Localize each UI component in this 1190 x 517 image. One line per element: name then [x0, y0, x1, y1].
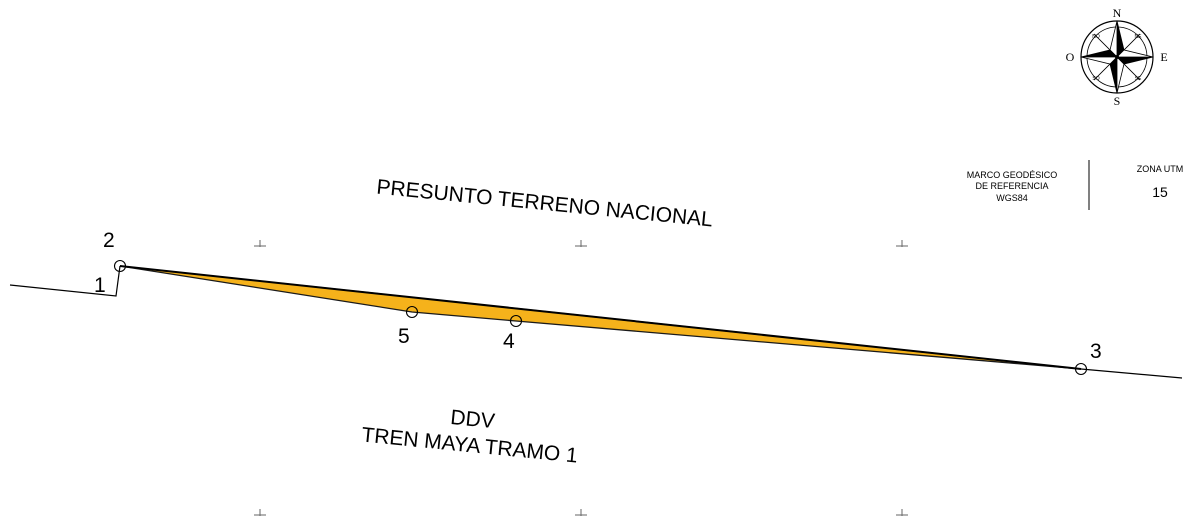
- vertex-label-5: 5: [398, 325, 410, 348]
- vertex-marker-4: [509, 314, 523, 328]
- compass-south: S: [1114, 94, 1121, 108]
- vertex-label-3: 3: [1090, 340, 1102, 363]
- grid-tick: [896, 240, 908, 247]
- grid-tick: [575, 509, 587, 516]
- compass-east: E: [1160, 50, 1167, 64]
- compass-northwest: NO: [1092, 34, 1100, 40]
- vertex-label-2: 2: [103, 229, 115, 252]
- left-boundary-line: [9, 265, 121, 297]
- vertex-markers: [113, 259, 1088, 376]
- compass-cardinal-points: [1080, 20, 1154, 94]
- reference-frame-line1: MARCO GEODÉSICO: [967, 170, 1058, 180]
- grid-tick: [254, 509, 266, 516]
- compass-rose: N S E O NE NO SE SO: [1066, 6, 1168, 108]
- vertex-marker-2: [113, 259, 127, 273]
- north-area-label: PRESUNTO TERRENO NACIONAL: [376, 176, 714, 232]
- grid-tick: [896, 509, 908, 516]
- vertex-marker-3: [1074, 362, 1088, 376]
- compass-southeast: SE: [1135, 76, 1142, 82]
- reference-frame-line3: WGS84: [996, 193, 1028, 203]
- grid-tick: [254, 240, 266, 247]
- compass-north: N: [1113, 6, 1122, 20]
- reference-box: MARCO GEODÉSICO DE REFERENCIA WGS84 ZONA…: [967, 160, 1184, 210]
- boundary-lines: [9, 265, 1183, 379]
- compass-center: [1115, 55, 1119, 59]
- vertex-marker-5: [405, 305, 419, 319]
- south-area-label-line1: DDV: [449, 406, 495, 433]
- utm-zone-value: 15: [1152, 184, 1168, 200]
- compass-southwest: SO: [1092, 76, 1099, 82]
- grid-tick: [575, 240, 587, 247]
- grid-ticks: [254, 240, 908, 516]
- reference-frame-line2: DE REFERENCIA: [975, 181, 1048, 191]
- right-boundary-line: [1080, 368, 1183, 379]
- compass-northeast: NE: [1135, 34, 1143, 40]
- compass-west: O: [1066, 50, 1075, 64]
- vertex-label-4: 4: [503, 330, 515, 353]
- utm-zone-label: ZONA UTM: [1137, 164, 1184, 174]
- vertex-label-1: 1: [94, 274, 106, 297]
- polygon-north-edge: [119, 265, 1082, 370]
